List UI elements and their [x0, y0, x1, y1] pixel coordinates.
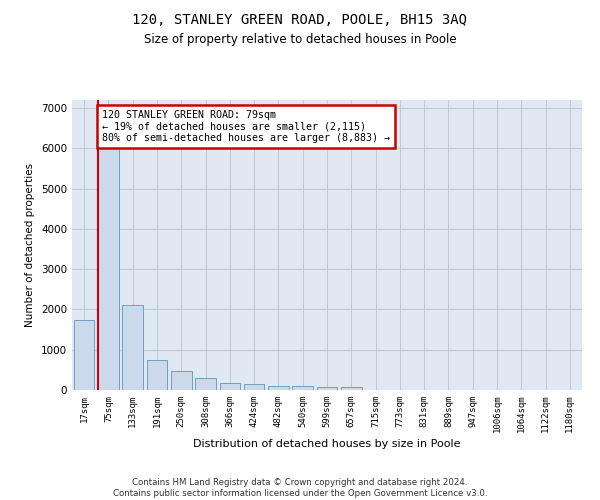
Y-axis label: Number of detached properties: Number of detached properties — [25, 163, 35, 327]
Bar — [292, 386, 313, 390]
Bar — [98, 132, 119, 390]
Bar — [146, 360, 167, 390]
Text: Size of property relative to detached houses in Poole: Size of property relative to detached ho… — [143, 32, 457, 46]
Bar — [74, 320, 94, 390]
Bar — [268, 386, 289, 390]
Text: 120 STANLEY GREEN ROAD: 79sqm
← 19% of detached houses are smaller (2,115)
80% o: 120 STANLEY GREEN ROAD: 79sqm ← 19% of d… — [102, 110, 390, 144]
Bar — [171, 371, 191, 390]
Bar — [195, 378, 216, 390]
Bar — [122, 306, 143, 390]
X-axis label: Distribution of detached houses by size in Poole: Distribution of detached houses by size … — [193, 440, 461, 450]
Bar — [317, 387, 337, 390]
Bar — [244, 384, 265, 390]
Text: Contains HM Land Registry data © Crown copyright and database right 2024.
Contai: Contains HM Land Registry data © Crown c… — [113, 478, 487, 498]
Text: 120, STANLEY GREEN ROAD, POOLE, BH15 3AQ: 120, STANLEY GREEN ROAD, POOLE, BH15 3AQ — [133, 12, 467, 26]
Bar — [220, 382, 240, 390]
Bar — [341, 387, 362, 390]
